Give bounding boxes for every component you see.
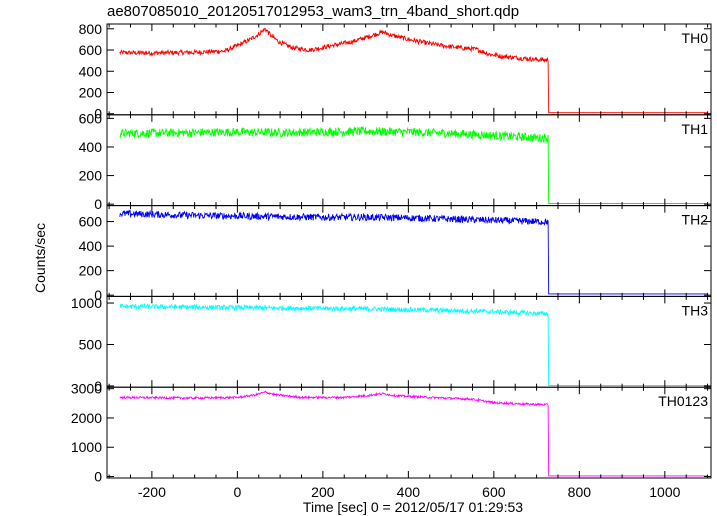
x-tick-label: 800 (568, 484, 592, 500)
chart-title: ae807085010_20120517012953_wam3_trn_4ban… (107, 3, 519, 20)
panel-frame (106, 295, 712, 388)
y-tick-label: 600 (79, 42, 103, 58)
x-tick-label: 0 (233, 484, 241, 500)
y-tick-label: 600 (79, 110, 103, 126)
panel-frame (106, 114, 712, 207)
x-tick-label: 400 (397, 484, 421, 500)
panel-label: TH0123 (658, 393, 708, 409)
panel-label: TH0 (682, 30, 709, 46)
panel-th3: 0 500 1000 TH3 (71, 295, 712, 394)
x-tick-label: 200 (311, 484, 335, 500)
series-line-th2 (119, 209, 708, 295)
series-line-th0123 (119, 390, 708, 477)
panel-th0: 0 200 400 600 800 TH0 (79, 21, 712, 122)
panel-label: TH1 (682, 121, 709, 137)
panel-frame (106, 386, 712, 479)
y-tick-label: 200 (79, 263, 103, 279)
y-tick-label: 0 (94, 196, 102, 212)
series-line-th0 (119, 27, 708, 114)
y-tick-label: 0 (94, 287, 102, 303)
y-tick-label: 0 (94, 106, 102, 122)
y-tick-label: 500 (79, 336, 103, 352)
panel-th1: 0 200 400 600 TH1 (79, 110, 712, 212)
y-tick-label: 400 (79, 238, 103, 254)
x-tick-label: 600 (482, 484, 506, 500)
y-axis-label: Counts/sec (32, 223, 48, 293)
y-tick-label: 3000 (71, 381, 102, 397)
panel-label: TH3 (682, 302, 709, 318)
y-tick-label: 0 (94, 469, 102, 485)
y-tick-label: 400 (79, 139, 103, 155)
y-tick-label: 0 (94, 378, 102, 394)
y-tick-label: 2000 (71, 410, 102, 426)
y-tick-label: 400 (79, 63, 103, 79)
chart-panels: 0 200 400 600 800 TH0 0 200 400 600 TH1 0 200 400 600 T… (71, 21, 712, 500)
y-tick-label: 600 (79, 214, 103, 230)
x-tick-label: 1000 (649, 484, 680, 500)
x-tick-label: -200 (138, 484, 166, 500)
y-tick-label: 200 (79, 84, 103, 100)
panel-label: TH2 (682, 212, 709, 228)
y-tick-label: 1000 (71, 439, 102, 455)
panel-th2: 0 200 400 600 TH2 (79, 205, 712, 303)
series-line-th1 (119, 125, 708, 204)
y-tick-label: 800 (79, 21, 103, 37)
y-tick-label: 1000 (71, 295, 102, 311)
panel-th0123: 0 1000 2000 3000 TH0123 -200 0 200 400 600 800 1000 (71, 381, 712, 500)
x-axis-label: Time [sec] 0 = 2012/05/17 01:29:53 (303, 499, 523, 515)
series-line-th3 (119, 302, 708, 386)
y-tick-label: 200 (79, 168, 103, 184)
